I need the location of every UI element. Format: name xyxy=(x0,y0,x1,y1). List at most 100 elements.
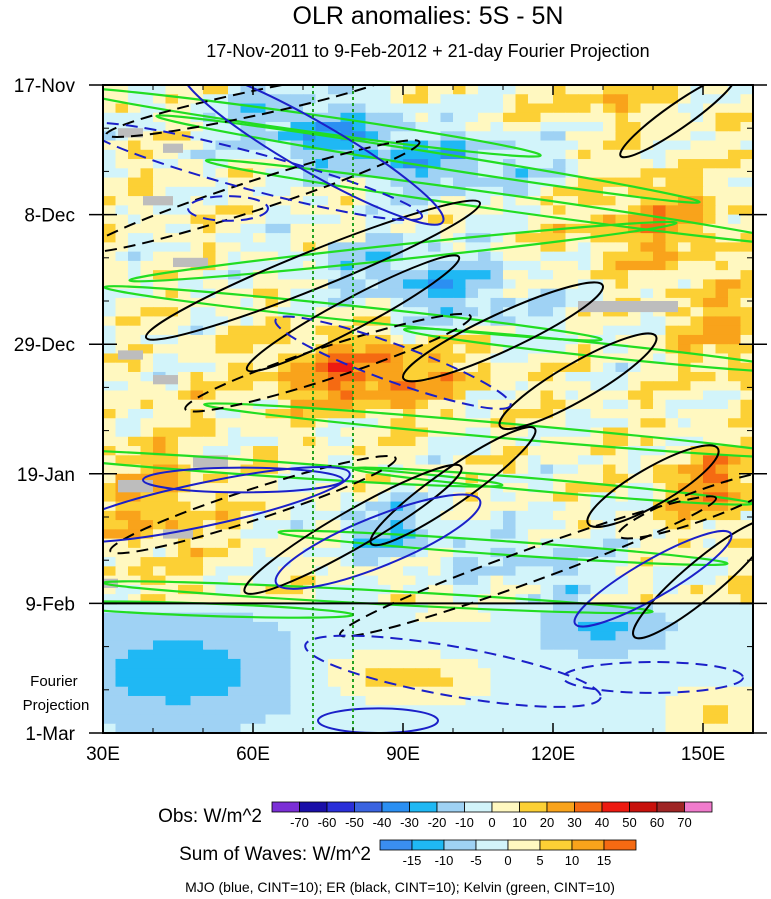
projection-cell xyxy=(728,621,742,632)
obs-cell xyxy=(615,214,629,225)
obs-cell xyxy=(715,251,729,262)
obs-cell xyxy=(678,177,692,188)
projection-cell xyxy=(740,658,753,669)
obs-cell xyxy=(440,446,454,456)
obs-cell xyxy=(253,473,267,484)
projection-cell xyxy=(240,603,254,614)
obs-cell xyxy=(640,501,654,512)
obs-cell xyxy=(128,399,142,410)
obs-cell xyxy=(653,483,667,493)
obs-cell xyxy=(690,205,704,216)
obs-cell xyxy=(353,390,367,401)
obs-cell xyxy=(115,316,129,327)
obs-cell xyxy=(503,140,517,151)
obs-cell xyxy=(378,353,392,364)
obs-cell xyxy=(665,325,679,336)
obs-cell xyxy=(565,297,579,308)
obs-cell xyxy=(740,242,753,253)
obs-cell xyxy=(465,122,479,132)
projection-cell xyxy=(740,603,753,614)
obs-cell xyxy=(728,446,742,456)
projection-cell xyxy=(628,677,642,688)
obs-cell xyxy=(415,214,429,225)
obs-cell xyxy=(215,140,229,151)
obs-cell xyxy=(103,251,117,262)
projection-cell xyxy=(415,677,429,688)
obs-cell xyxy=(153,279,167,290)
projection-cell xyxy=(503,631,517,642)
projection-cell xyxy=(140,705,154,716)
obs-cell xyxy=(703,325,717,336)
projection-cell xyxy=(190,631,204,642)
obs-cell xyxy=(603,344,617,355)
obs-cell xyxy=(653,566,667,577)
obs-cell xyxy=(728,344,742,355)
obs-cell xyxy=(428,223,442,234)
obs-cell xyxy=(465,344,479,355)
obs-cell xyxy=(603,288,617,299)
obs-cell xyxy=(515,205,529,216)
obs-cell xyxy=(215,529,229,540)
obs-cell xyxy=(303,214,317,225)
projection-cell xyxy=(328,658,342,669)
projection-cell xyxy=(165,631,179,642)
projection-cell xyxy=(253,621,267,632)
obs-cell xyxy=(615,446,629,456)
obs-cell xyxy=(303,205,317,216)
obs-cell xyxy=(303,196,317,206)
obs-cell xyxy=(590,94,604,105)
obs-cell xyxy=(565,177,579,188)
obs-cell xyxy=(453,186,467,197)
projection-cell xyxy=(728,649,742,660)
obs-cell xyxy=(565,390,579,401)
obs-cell xyxy=(178,538,192,549)
obs-cell xyxy=(578,381,592,392)
projection-cell xyxy=(740,640,753,651)
obs-cell xyxy=(303,371,317,382)
obs-cell xyxy=(678,260,692,271)
obs-cell xyxy=(490,547,504,558)
obs-cell xyxy=(540,510,554,521)
obs-cell xyxy=(403,94,417,105)
obs-cell xyxy=(715,520,729,530)
kelvin-contour xyxy=(128,220,678,283)
obs-cell xyxy=(103,473,117,484)
projection-cell xyxy=(153,723,167,733)
projection-cell xyxy=(203,649,217,660)
obs-cell xyxy=(165,260,179,271)
obs-cell xyxy=(678,223,692,234)
obs-cell xyxy=(728,149,742,160)
obs-cell xyxy=(628,594,642,604)
obs-cell xyxy=(453,446,467,456)
mjo-contour xyxy=(573,529,733,628)
obs-cell xyxy=(453,566,467,577)
projection-cell xyxy=(128,640,142,651)
obs-cell xyxy=(515,233,529,243)
obs-cell xyxy=(740,168,753,179)
obs-cell xyxy=(128,390,142,401)
projection-cell xyxy=(690,612,704,623)
obs-cell xyxy=(665,510,679,521)
obs-cell xyxy=(253,492,267,503)
obs-cell xyxy=(453,381,467,392)
obs-cell xyxy=(453,94,467,105)
projection-cell xyxy=(128,677,142,688)
obs-cell xyxy=(115,288,129,299)
projection-cell xyxy=(228,714,242,725)
obs-cell xyxy=(240,149,254,160)
obs-cell xyxy=(615,242,629,253)
obs-cell xyxy=(378,242,392,253)
obs-cell xyxy=(265,325,279,336)
obs-cell xyxy=(328,288,342,299)
obs-cell xyxy=(315,575,329,586)
projection-cell xyxy=(553,603,567,614)
obs-cell xyxy=(740,371,753,382)
obs-cell xyxy=(690,288,704,299)
obs-cell xyxy=(640,186,654,197)
obs-cell xyxy=(140,529,154,540)
obs-cell xyxy=(140,177,154,188)
obs-cell xyxy=(315,557,329,567)
obs-cell xyxy=(215,547,229,558)
obs-cell xyxy=(603,159,617,169)
obs-cell xyxy=(240,473,254,484)
